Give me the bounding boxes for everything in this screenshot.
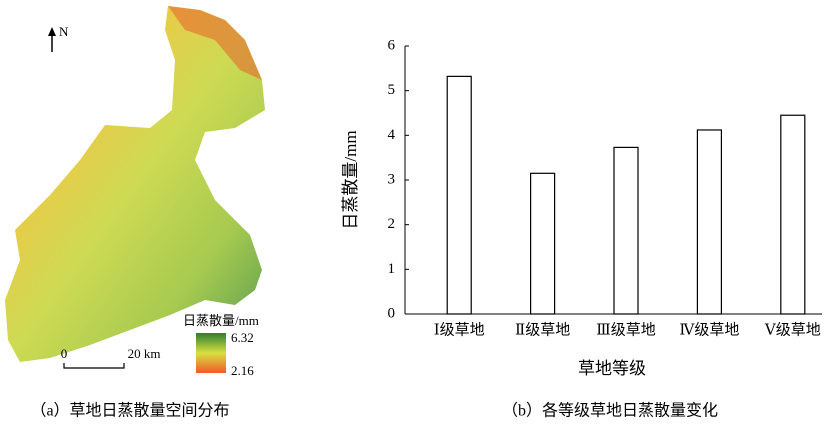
x-axis-label: 草地等级: [578, 359, 646, 378]
legend-min: 2.16: [231, 363, 254, 378]
bar: [696, 129, 723, 315]
y-tick-label: 6: [388, 37, 396, 53]
y-tick-label: 3: [388, 171, 396, 187]
x-tick-label: Ⅰ级草地: [434, 321, 485, 338]
y-tick-label: 5: [388, 82, 396, 98]
x-tick-label: Ⅳ级草地: [679, 321, 739, 338]
legend-gradient: [196, 333, 226, 373]
scale-end: 20 km: [128, 346, 161, 361]
x-tick-label: Ⅴ级草地: [764, 321, 821, 338]
north-arrow-head: [48, 27, 56, 36]
y-tick-label: 2: [388, 216, 396, 232]
map-shade: [168, 6, 262, 80]
legend-max: 6.32: [231, 330, 254, 345]
x-tick-label: Ⅱ级草地: [515, 321, 570, 338]
bar: [530, 172, 556, 315]
bar: [446, 75, 472, 315]
y-tick-label: 1: [388, 261, 396, 277]
legend-title: 日蒸散量/mm: [183, 313, 259, 328]
y-axis-label: 日蒸散量/mm: [341, 130, 360, 229]
map-region: [5, 6, 265, 362]
north-label: N: [59, 24, 69, 39]
x-tick-label: Ⅲ级草地: [596, 321, 655, 338]
y-tick-label: 4: [388, 127, 396, 143]
caption: （b）各等级草地日蒸散量变化: [502, 402, 718, 420]
bar: [613, 146, 639, 315]
scale-start: 0: [61, 346, 68, 361]
y-tick-label: 0: [388, 305, 396, 321]
bar: [780, 114, 806, 315]
scale-bar: [63, 363, 125, 369]
caption: （a）草地日蒸散量空间分布: [30, 402, 229, 420]
